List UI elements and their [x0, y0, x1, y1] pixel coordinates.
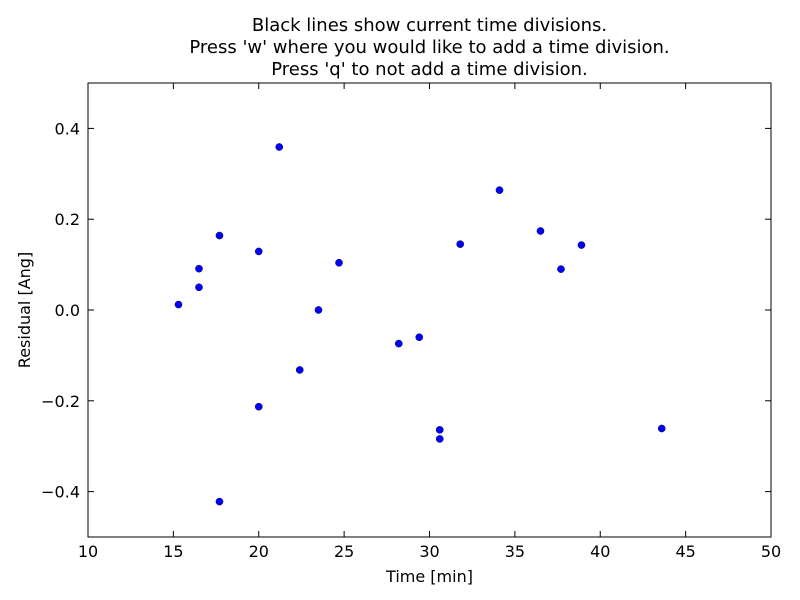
y-axis-label: Residual [Ang] — [15, 252, 34, 368]
data-point — [215, 231, 224, 240]
x-axis-label: Time [min] — [385, 567, 473, 586]
x-tick-label: 25 — [334, 542, 354, 561]
data-point — [174, 300, 183, 309]
data-point — [314, 306, 323, 314]
data-point — [657, 424, 666, 433]
tick-labels: 10 15 20 25 30 35 40 45 50 −0.4 −0.2 0.0 0.2 0.4 — [41, 119, 781, 561]
data-point — [254, 247, 263, 256]
y-tick-label: −0.4 — [41, 483, 80, 502]
x-tick-label: 15 — [163, 542, 183, 561]
data-point — [495, 186, 504, 194]
data-point — [435, 435, 444, 443]
y-tick-label: −0.2 — [41, 392, 80, 411]
chart-title-line-2: Press 'w' where you would like to add a … — [189, 37, 670, 58]
x-tick-label: 30 — [419, 542, 439, 561]
chart-title-line-1: Black lines show current time divisions. — [251, 15, 608, 36]
x-tick-label: 45 — [675, 542, 695, 561]
data-points — [174, 143, 666, 506]
x-tick-label: 35 — [505, 542, 525, 561]
y-tick-label: 0.4 — [55, 119, 80, 138]
x-tick-label: 40 — [590, 542, 610, 561]
data-point — [335, 258, 343, 267]
data-point — [536, 227, 545, 235]
y-tick-label: 0.0 — [55, 301, 80, 320]
data-point — [415, 333, 424, 342]
data-point — [394, 339, 403, 348]
chart-title-line-3: Press 'q' to not add a time division. — [271, 59, 588, 80]
data-point — [215, 497, 224, 506]
data-point — [577, 241, 586, 249]
data-point — [195, 283, 203, 292]
data-point — [456, 240, 465, 248]
x-tick-label: 50 — [761, 542, 781, 561]
data-point — [195, 264, 203, 273]
y-tick-label: 0.2 — [55, 210, 80, 229]
data-point — [275, 143, 284, 151]
data-point — [254, 402, 263, 411]
data-point — [557, 265, 565, 273]
x-tick-label: 20 — [249, 542, 269, 561]
plot-frame — [87, 82, 772, 538]
x-tick-label: 10 — [78, 542, 98, 561]
data-point — [435, 426, 444, 434]
axis-ticks — [87, 83, 772, 537]
data-point — [295, 366, 304, 374]
